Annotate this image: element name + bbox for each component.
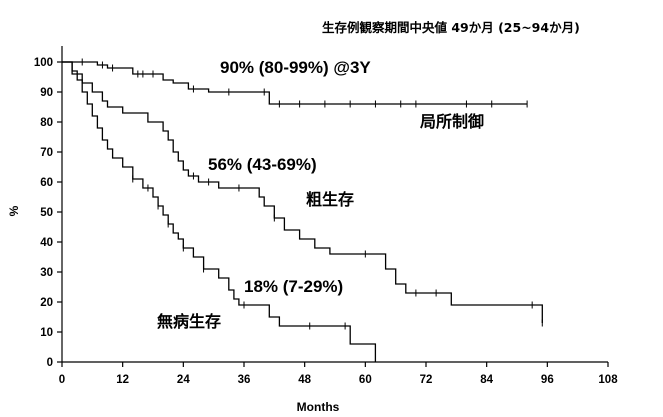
x-tick-label-0: 0: [59, 374, 65, 386]
y-tick-label-5: 50: [40, 207, 53, 219]
annotation-local-control-rate: 90% (80-99%) @3Y: [220, 58, 371, 77]
x-tick-label-3: 36: [238, 374, 251, 386]
chart-subtitle: 生存例観察期間中央値 49か月 (25~94か月): [322, 20, 580, 35]
y-tick-label-9: 90: [40, 87, 53, 99]
y-tick-label-7: 70: [40, 147, 53, 159]
y-axis-title: %: [7, 205, 21, 216]
y-tick-label-10: 100: [34, 57, 53, 69]
y-tick-label-4: 40: [40, 237, 53, 249]
y-tick-label-1: 10: [40, 327, 53, 339]
series-line-2: [62, 61, 377, 362]
y-tick-label-2: 20: [40, 297, 53, 309]
series-line-0: [62, 61, 528, 105]
x-ticks: 0 12 24 36 48 60 72 84 96 108: [59, 362, 618, 386]
x-tick-label-8: 96: [541, 374, 554, 386]
x-tick-label-5: 60: [359, 374, 372, 386]
series-label-overall-survival: 粗生存: [306, 190, 354, 209]
series-line-1: [62, 61, 543, 323]
survival-curves: [62, 58, 543, 362]
y-tick-label-0: 0: [47, 357, 53, 369]
series-label-local-control: 局所制御: [420, 112, 484, 131]
y-tick-label-6: 60: [40, 177, 53, 189]
annotation-disease-free-rate: 18% (7-29%): [244, 277, 343, 296]
x-tick-label-2: 24: [177, 374, 190, 386]
axes: [61, 46, 608, 363]
x-tick-label-6: 72: [420, 374, 433, 386]
y-tick-label-3: 30: [40, 267, 53, 279]
x-axis-title: Months: [297, 400, 340, 414]
y-ticks: 0 10 20 30 40 50 60 70 80 90 100: [34, 57, 62, 369]
x-tick-label-1: 12: [116, 374, 129, 386]
x-tick-label-4: 48: [298, 374, 311, 386]
x-tick-label-9: 108: [598, 374, 618, 386]
y-tick-label-8: 80: [40, 117, 53, 129]
x-tick-label-7: 84: [480, 374, 493, 386]
annotation-overall-survival-rate: 56% (43-69%): [208, 155, 317, 174]
series-label-disease-free-survival: 無病生存: [157, 312, 221, 331]
